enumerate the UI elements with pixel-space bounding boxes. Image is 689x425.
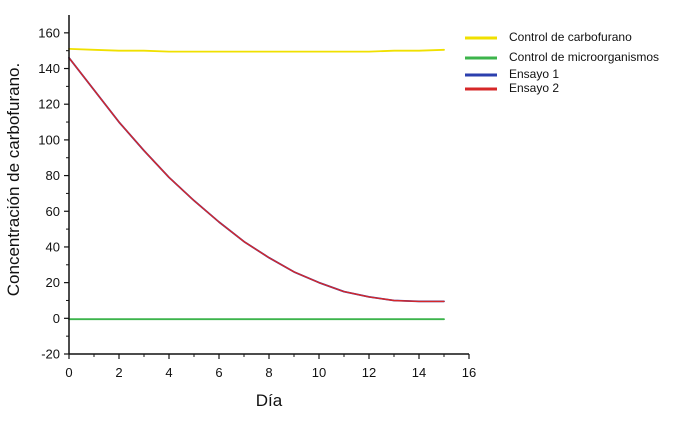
y-tick-label: -20 [41, 347, 60, 362]
x-tick-label: 14 [412, 365, 426, 380]
y-tick-label: 160 [38, 25, 60, 40]
y-tick-label: 60 [46, 204, 60, 219]
x-tick-label: 2 [115, 365, 122, 380]
legend-label-1: Control de carbofurano [509, 30, 632, 44]
y-tick-label: 40 [46, 239, 60, 254]
y-tick-label: 0 [53, 311, 60, 326]
x-axis-label: Día [256, 391, 283, 410]
x-tick-label: 10 [312, 365, 326, 380]
series-line-1 [68, 48, 445, 53]
x-tick-label: 12 [362, 365, 376, 380]
x-tick-label: 0 [65, 365, 72, 380]
x-tick-label: 6 [215, 365, 222, 380]
y-tick-label: 120 [38, 97, 60, 112]
x-tick-label: 8 [265, 365, 272, 380]
series-line-4 [68, 57, 445, 303]
legend: Control de carbofurano Control de microor… [465, 30, 659, 95]
legend-label-4: Ensayo 2 [509, 81, 559, 95]
legend-label-2: Control de microorganismos [509, 50, 659, 64]
y-axis-label: Concentración de carbofurano. [4, 63, 23, 296]
series-line-3 [68, 56, 445, 303]
y-tick-label: 100 [38, 132, 60, 147]
x-tick-label: 4 [165, 365, 172, 380]
y-tick-label: 20 [46, 275, 60, 290]
x-tick-label: 16 [462, 365, 476, 380]
legend-label-3: Ensayo 1 [509, 67, 559, 81]
series-layer [68, 48, 445, 321]
y-tick-label: 140 [38, 61, 60, 76]
axes: -20 0 20 40 60 80 100 120 140 160 0 2 4 6 8 10 12 14 16 [38, 15, 476, 380]
y-tick-label: 80 [46, 168, 60, 183]
